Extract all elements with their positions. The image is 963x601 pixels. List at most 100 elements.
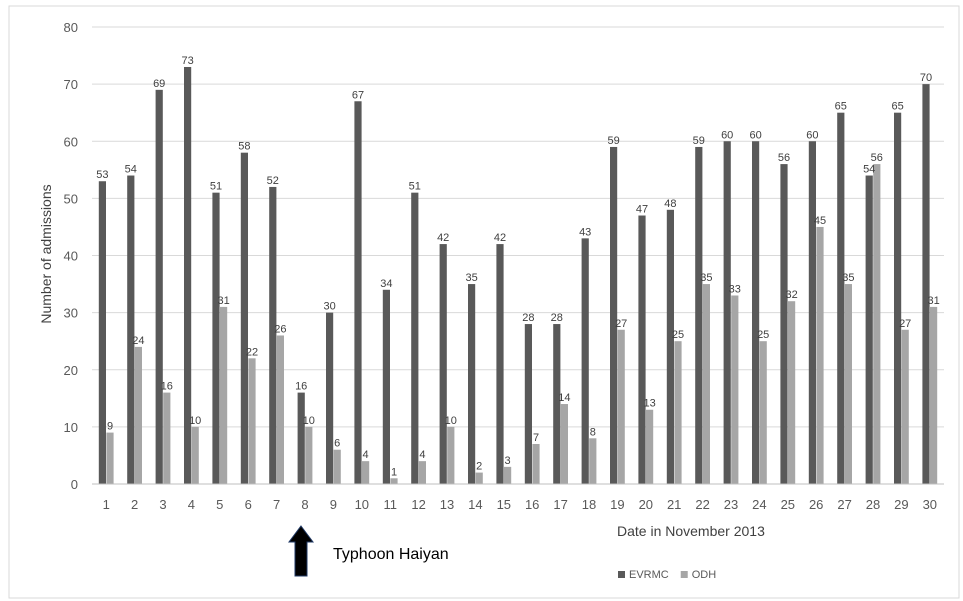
x-axis-ticks: 1 2 3 4 5 6 7 8 9 10 11 12 13 14 15 16 17 18 19 20 21 22 23 24 2…: [103, 497, 937, 512]
data-label-evrmc: 54: [863, 164, 875, 176]
y-tick-label: 30: [64, 306, 78, 321]
data-label-evrmc: 34: [380, 278, 392, 290]
bar-odh: [901, 329, 909, 484]
y-tick-label: 80: [64, 20, 78, 35]
data-label-odh: 9: [107, 421, 113, 433]
data-label-evrmc: 60: [721, 129, 733, 141]
data-label-evrmc: 28: [522, 312, 534, 324]
data-label-odh: 25: [672, 329, 684, 341]
data-label-evrmc: 48: [664, 198, 676, 210]
bar-odh: [816, 226, 824, 484]
bar-odh: [930, 306, 938, 484]
bar-evrmc: [240, 152, 248, 485]
legend-label-evrmc: EVRMC: [629, 569, 669, 581]
data-label-odh: 2: [476, 461, 482, 473]
x-tick-label: 15: [497, 497, 511, 512]
bar-odh: [504, 466, 512, 484]
bar-odh: [106, 432, 114, 484]
arrow-up-icon: [288, 525, 314, 577]
x-tick-label: 3: [159, 497, 166, 512]
data-label-odh: 31: [217, 295, 229, 307]
y-axis-ticks: 0 10 20 30 40 50 60 70 80: [64, 20, 78, 492]
gridlines: [92, 26, 944, 428]
legend-swatch-evrmc: [618, 571, 625, 578]
data-label-odh: 35: [700, 272, 712, 284]
data-label-odh: 33: [729, 283, 741, 295]
bar-evrmc: [127, 175, 135, 484]
x-tick-label: 21: [667, 497, 681, 512]
y-tick-label: 20: [64, 363, 78, 378]
data-label-evrmc: 56: [778, 152, 790, 164]
data-label-evrmc: 70: [920, 72, 932, 84]
x-tick-label: 7: [273, 497, 280, 512]
x-tick-label: 30: [923, 497, 937, 512]
data-label-odh: 32: [785, 289, 797, 301]
data-label-odh: 7: [533, 432, 539, 444]
x-tick-label: 28: [866, 497, 880, 512]
bar-evrmc: [439, 244, 447, 484]
bar-evrmc: [184, 66, 192, 485]
data-label-odh: 6: [334, 438, 340, 450]
bar-odh: [276, 335, 284, 484]
data-label-evrmc: 59: [607, 135, 619, 147]
x-tick-label: 5: [216, 497, 223, 512]
bar-evrmc: [780, 164, 788, 484]
bar-evrmc: [638, 215, 646, 484]
x-tick-label: 16: [525, 497, 539, 512]
chart-border: [8, 5, 960, 599]
x-tick-label: 27: [837, 497, 851, 512]
data-label-odh: 3: [505, 455, 511, 467]
bar-evrmc: [610, 146, 618, 484]
bar-odh: [617, 329, 625, 484]
bar-evrmc: [496, 244, 504, 484]
data-label-evrmc: 43: [579, 226, 591, 238]
bar-evrmc: [297, 392, 305, 484]
data-label-evrmc: 51: [210, 181, 222, 193]
data-label-evrmc: 42: [494, 232, 506, 244]
bar-odh: [134, 346, 142, 484]
bar-evrmc: [808, 141, 816, 484]
data-label-evrmc: 69: [153, 78, 165, 90]
data-label-evrmc: 60: [806, 129, 818, 141]
x-tick-label: 23: [724, 497, 738, 512]
data-label-evrmc: 65: [891, 101, 903, 113]
x-tick-label: 8: [301, 497, 308, 512]
bar-evrmc: [723, 141, 731, 484]
data-label-evrmc: 51: [409, 181, 421, 193]
bar-odh: [191, 426, 199, 484]
bar-odh: [702, 284, 710, 484]
x-tick-label: 14: [468, 497, 482, 512]
bar-odh: [220, 306, 228, 484]
data-label-odh: 22: [246, 346, 258, 358]
data-label-odh: 1: [391, 466, 397, 478]
bar-evrmc: [382, 289, 390, 484]
y-tick-label: 10: [64, 420, 78, 435]
annotation-label: Typhoon Haiyan: [333, 546, 449, 563]
x-tick-label: 6: [245, 497, 252, 512]
bar-odh: [759, 341, 767, 484]
data-label-odh: 10: [303, 415, 315, 427]
bar-evrmc: [354, 101, 362, 484]
y-tick-label: 70: [64, 77, 78, 92]
bar-evrmc: [326, 312, 334, 484]
x-tick-label: 9: [330, 497, 337, 512]
x-tick-label: 26: [809, 497, 823, 512]
data-label-evrmc: 67: [352, 89, 364, 101]
data-label-odh: 24: [132, 335, 144, 347]
data-label-odh: 45: [814, 215, 826, 227]
bar-odh: [362, 461, 370, 484]
bar-evrmc: [752, 141, 760, 484]
bar-odh: [589, 438, 597, 484]
bar-odh: [390, 478, 398, 484]
data-label-odh: 31: [927, 295, 939, 307]
x-tick-label: 4: [188, 497, 195, 512]
x-tick-label: 25: [781, 497, 795, 512]
x-tick-label: 18: [582, 497, 596, 512]
bar-evrmc: [468, 284, 476, 484]
data-label-odh: 35: [842, 272, 854, 284]
bar-evrmc: [894, 112, 902, 484]
bar-evrmc: [553, 324, 561, 484]
legend-label-odh: ODH: [692, 569, 717, 581]
